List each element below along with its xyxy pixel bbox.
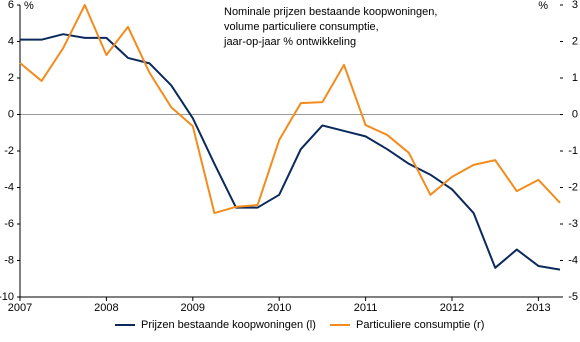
x-tick-label: 2008 bbox=[94, 302, 118, 314]
y2-tick-label: -2 bbox=[568, 181, 578, 193]
y-tick-label: -8 bbox=[4, 254, 14, 266]
y2-tick-label: 1 bbox=[572, 72, 578, 84]
y-axis-label: % bbox=[24, 0, 34, 12]
chart-title: jaar-op-jaar % ontwikkeling bbox=[223, 36, 356, 48]
chart-title: Nominale prijzen bestaande koopwoningen, bbox=[224, 6, 437, 18]
y-tick-label: -2 bbox=[4, 145, 14, 157]
x-tick-label: 2009 bbox=[181, 302, 205, 314]
y-tick-label: -6 bbox=[4, 218, 14, 230]
y-tick-label: 4 bbox=[8, 35, 14, 47]
x-tick-label: 2010 bbox=[267, 302, 291, 314]
y2-tick-label: 2 bbox=[572, 35, 578, 47]
x-tick-label: 2007 bbox=[8, 302, 32, 314]
y-tick-label: -10 bbox=[0, 291, 14, 303]
y2-tick-label: -4 bbox=[568, 254, 578, 266]
y2-tick-label: 3 bbox=[572, 0, 578, 11]
data-line bbox=[20, 33, 561, 271]
y-tick-label: -4 bbox=[4, 181, 14, 193]
y-tick-label: 0 bbox=[8, 108, 14, 120]
y2-tick-label: 0 bbox=[572, 108, 578, 120]
data-line bbox=[19, 4, 561, 215]
y2-tick-label: -5 bbox=[568, 291, 578, 303]
legend-label: Prijzen bestaande koopwoningen (l) bbox=[141, 319, 316, 331]
y-tick-label: 6 bbox=[8, 0, 14, 11]
legend-label: Particuliere consumptie (r) bbox=[356, 319, 484, 331]
y2-tick-label: -3 bbox=[568, 218, 578, 230]
x-tick-label: 2013 bbox=[526, 302, 550, 314]
chart-title: volume particuliere consumptie, bbox=[224, 21, 379, 33]
y2-axis-label: % bbox=[538, 0, 548, 12]
x-tick-label: 2012 bbox=[440, 302, 464, 314]
x-tick-label: 2011 bbox=[354, 302, 378, 314]
y-tick-label: 2 bbox=[8, 72, 14, 84]
y2-tick-label: -1 bbox=[568, 145, 578, 157]
